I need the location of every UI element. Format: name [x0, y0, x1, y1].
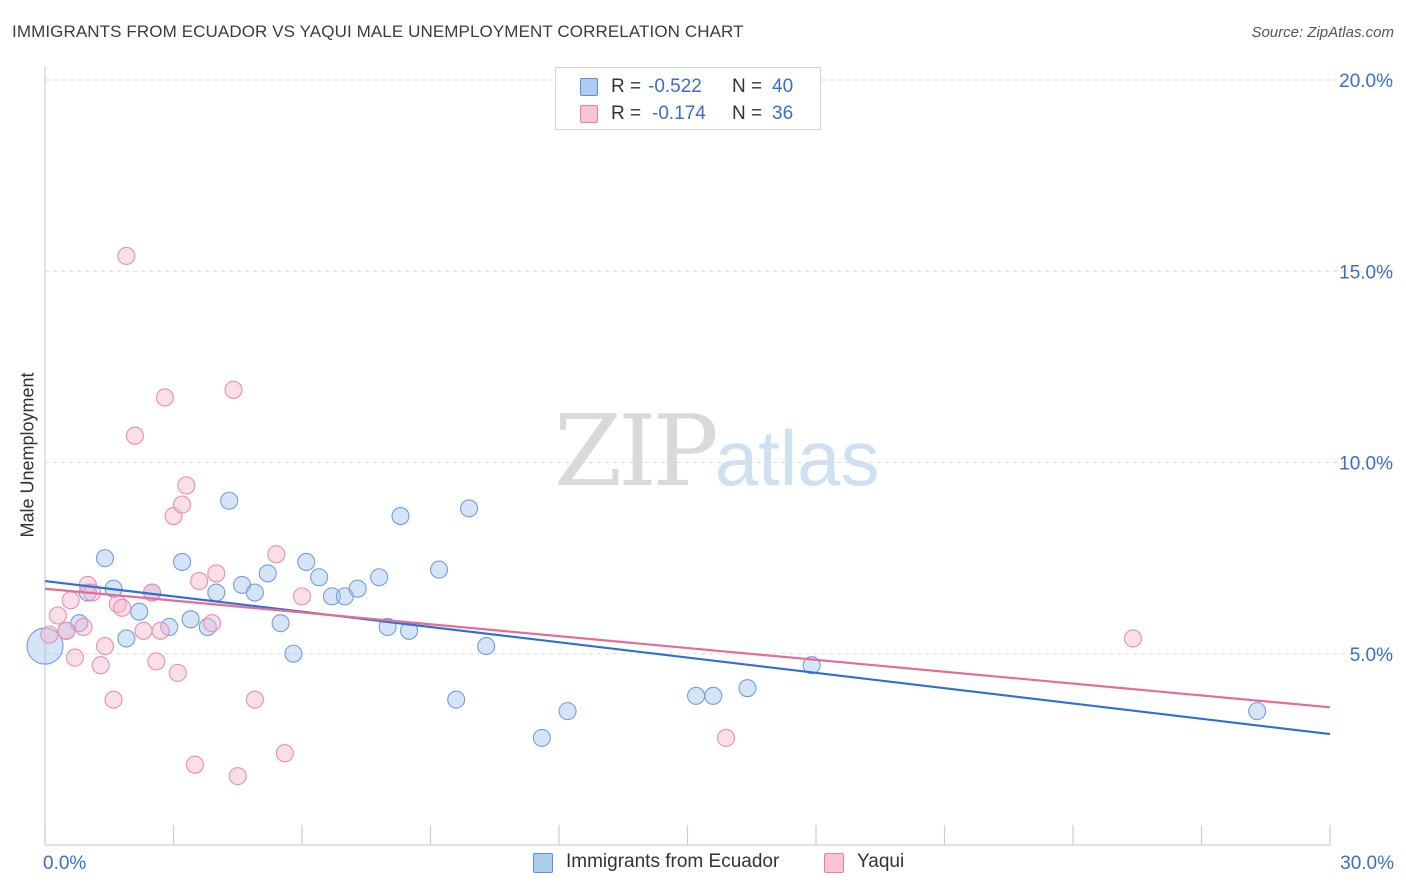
point-ecuador: [802, 656, 821, 675]
point-ecuador: [220, 491, 239, 510]
point-ecuador: [459, 499, 479, 518]
point-yaqui: [91, 656, 110, 675]
point-ecuador: [477, 637, 496, 656]
bottom-legend-swatch-yaqui: [824, 853, 844, 873]
bottom-legend-label-ecuador: Immigrants from Ecuador: [566, 851, 780, 872]
point-ecuador: [558, 702, 577, 721]
y-tick-label: 20.0%: [1339, 71, 1393, 92]
bottom-legend-label-yaqui: Yaqui: [857, 851, 905, 872]
legend-r-label: R =: [611, 103, 642, 124]
point-yaqui: [40, 625, 59, 644]
point-yaqui: [125, 426, 144, 445]
source-credit: Source: ZipAtlas.com: [1251, 24, 1394, 41]
trend-line-ecuador: [44, 579, 1331, 736]
legend-n-label: N =: [732, 103, 763, 124]
point-ecuador: [181, 610, 200, 629]
point-ecuador: [738, 679, 757, 698]
point-yaqui: [292, 587, 312, 606]
point-yaqui: [95, 637, 115, 656]
point-yaqui: [716, 728, 736, 747]
point-ecuador: [130, 602, 149, 621]
point-yaqui: [117, 246, 136, 265]
point-yaqui: [203, 614, 222, 633]
point-ecuador: [26, 627, 64, 665]
point-yaqui: [173, 495, 192, 514]
point-yaqui: [113, 598, 132, 617]
point-ecuador: [391, 506, 410, 526]
point-ecuador: [1248, 702, 1267, 721]
correlation-legend: R = -0.522 N = 40 R = -0.174 N = 36: [555, 67, 821, 130]
y-tick-label: 10.0%: [1339, 454, 1393, 475]
point-yaqui: [224, 380, 243, 399]
point-ecuador: [447, 690, 466, 709]
point-ecuador: [95, 549, 115, 568]
point-ecuador: [297, 552, 316, 572]
point-yaqui: [104, 690, 123, 709]
point-yaqui: [185, 755, 204, 774]
point-yaqui: [57, 621, 76, 640]
point-yaqui: [134, 621, 153, 640]
point-ecuador: [258, 564, 277, 583]
x-tick-label-max: 30.0%: [1340, 853, 1394, 874]
point-ecuador: [704, 686, 723, 705]
x-tick-label-min: 0.0%: [43, 853, 86, 874]
point-yaqui: [168, 663, 187, 682]
point-yaqui: [228, 767, 247, 786]
point-ecuador: [370, 568, 389, 587]
trend-line-yaqui: [44, 587, 1331, 709]
y-tick-label: 5.0%: [1350, 645, 1393, 666]
point-yaqui: [1123, 629, 1143, 648]
point-yaqui: [74, 617, 93, 637]
y-axis-label: Male Unemployment: [17, 372, 38, 538]
point-yaqui: [151, 621, 170, 640]
point-yaqui: [48, 606, 67, 625]
point-ecuador: [173, 552, 192, 572]
point-yaqui: [207, 564, 226, 583]
legend-swatch-yaqui: [580, 105, 598, 123]
chart-title: IMMIGRANTS FROM ECUADOR VS YAQUI MALE UN…: [12, 22, 744, 41]
point-ecuador: [284, 644, 303, 663]
legend-n-value: 40: [772, 76, 794, 97]
legend-r-value: -0.522: [648, 76, 702, 97]
watermark: ZIPatlas: [554, 402, 880, 501]
point-yaqui: [177, 476, 196, 495]
point-ecuador: [532, 728, 551, 747]
point-yaqui: [155, 388, 174, 407]
point-ecuador: [117, 629, 136, 648]
point-yaqui: [245, 690, 264, 709]
legend-n-value: 36: [772, 103, 794, 124]
point-yaqui: [267, 545, 286, 564]
point-ecuador: [245, 583, 264, 602]
point-ecuador: [687, 686, 706, 705]
point-yaqui: [61, 591, 80, 610]
point-yaqui: [275, 744, 294, 763]
bottom-legend-swatch-ecuador: [533, 853, 553, 873]
legend-r-label: R =: [611, 76, 642, 97]
point-yaqui: [190, 572, 209, 591]
point-ecuador: [430, 560, 449, 579]
watermark-zip: ZIP: [554, 395, 719, 509]
y-tick-label: 15.0%: [1339, 262, 1393, 283]
watermark-atlas: atlas: [714, 414, 880, 502]
point-ecuador: [271, 614, 290, 633]
legend-r-value: -0.174: [652, 103, 706, 124]
legend-swatch-ecuador: [580, 78, 598, 96]
point-ecuador: [348, 579, 367, 598]
point-yaqui: [147, 652, 166, 671]
point-ecuador: [207, 583, 226, 602]
point-ecuador: [160, 617, 179, 637]
point-yaqui: [65, 648, 85, 667]
point-ecuador: [322, 587, 342, 606]
point-ecuador: [310, 568, 329, 587]
legend-n-label: N =: [732, 76, 763, 97]
